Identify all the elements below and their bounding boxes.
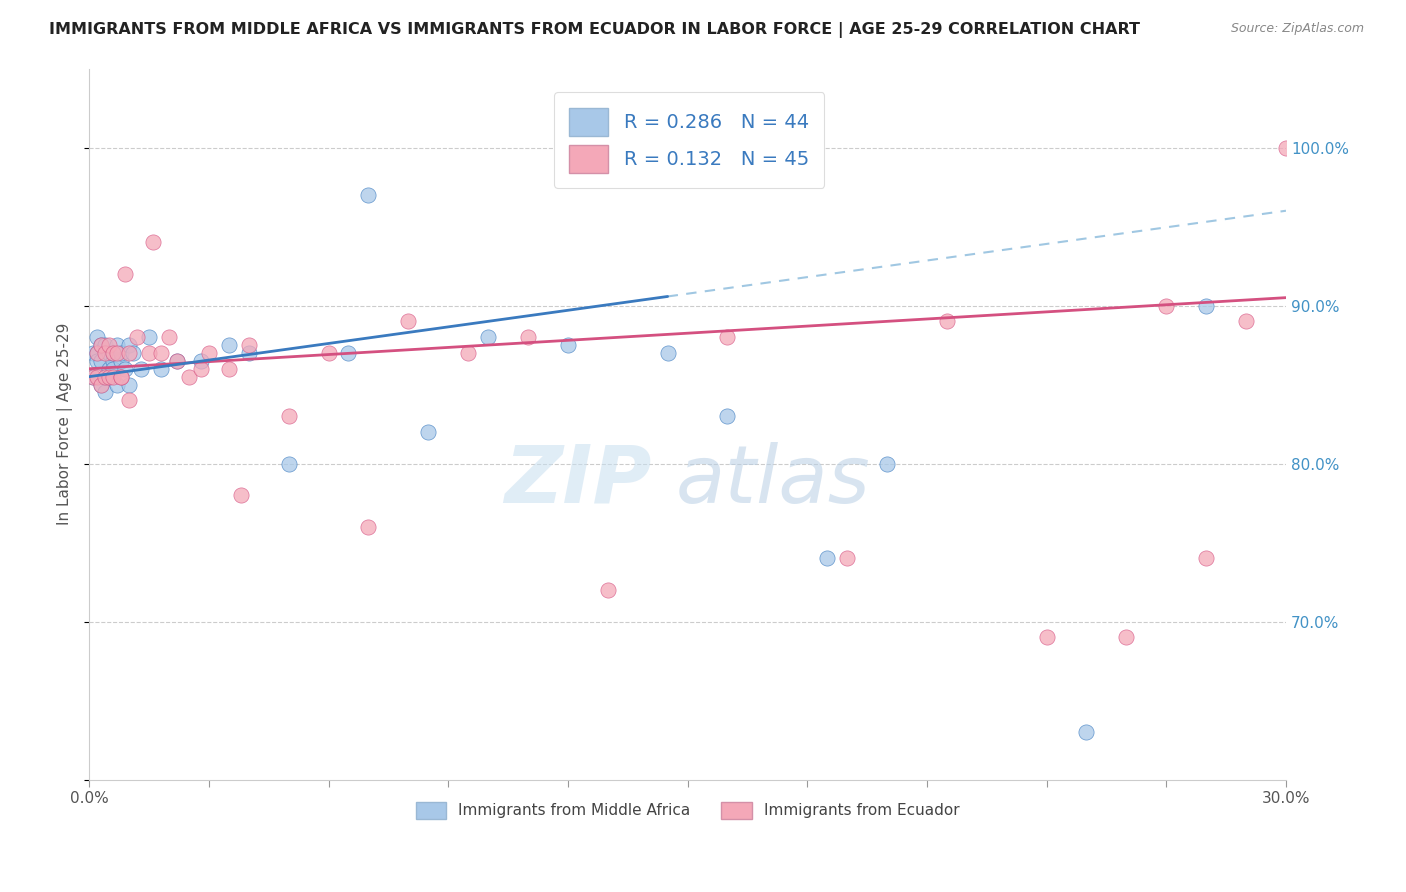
Point: [82, 369, 104, 384]
Point: [166, 354, 188, 368]
Point: [1156, 299, 1178, 313]
Point: [118, 377, 141, 392]
Point: [105, 377, 128, 392]
Point: [98, 346, 121, 360]
Point: [396, 314, 419, 328]
Text: Source: ZipAtlas.com: Source: ZipAtlas.com: [1230, 22, 1364, 36]
Point: [198, 346, 221, 360]
Point: [122, 346, 145, 360]
Point: [105, 338, 128, 352]
Point: [82, 369, 104, 384]
Point: [94, 369, 117, 384]
Text: atlas: atlas: [676, 442, 870, 520]
Point: [596, 582, 619, 597]
Point: [94, 369, 117, 384]
Point: [86, 330, 108, 344]
Point: [218, 338, 240, 352]
Point: [82, 346, 104, 360]
Point: [229, 488, 252, 502]
Point: [357, 188, 380, 202]
Point: [149, 361, 172, 376]
Point: [935, 314, 957, 328]
Point: [98, 369, 121, 384]
Text: IMMIGRANTS FROM MIDDLE AFRICA VS IMMIGRANTS FROM ECUADOR IN LABOR FORCE | AGE 25: IMMIGRANTS FROM MIDDLE AFRICA VS IMMIGRA…: [49, 22, 1140, 38]
Point: [517, 330, 540, 344]
Point: [129, 361, 152, 376]
Legend: Immigrants from Middle Africa, Immigrants from Ecuador: Immigrants from Middle Africa, Immigrant…: [409, 796, 966, 825]
Point: [357, 520, 380, 534]
Point: [318, 346, 340, 360]
Point: [86, 369, 108, 384]
Point: [418, 425, 440, 439]
Point: [90, 377, 112, 392]
Point: [238, 338, 260, 352]
Point: [118, 346, 141, 360]
Point: [1275, 140, 1298, 154]
Point: [190, 354, 212, 368]
Point: [90, 354, 112, 368]
Point: [190, 361, 212, 376]
Point: [337, 346, 360, 360]
Y-axis label: In Labor Force | Age 25-29: In Labor Force | Age 25-29: [58, 323, 73, 525]
Point: [277, 409, 299, 424]
Point: [86, 354, 108, 368]
Point: [94, 385, 117, 400]
Point: [138, 346, 160, 360]
Text: ZIP: ZIP: [505, 442, 651, 520]
Point: [157, 330, 180, 344]
Point: [1115, 631, 1137, 645]
Point: [277, 457, 299, 471]
Point: [90, 338, 112, 352]
Point: [105, 346, 128, 360]
Point: [1195, 299, 1218, 313]
Point: [110, 369, 132, 384]
Point: [118, 393, 141, 408]
Point: [101, 361, 124, 376]
Point: [98, 338, 121, 352]
Point: [101, 369, 124, 384]
Point: [657, 346, 679, 360]
Point: [110, 354, 132, 368]
Point: [149, 346, 172, 360]
Point: [101, 354, 124, 368]
Point: [177, 369, 200, 384]
Point: [101, 346, 124, 360]
Point: [125, 330, 148, 344]
Point: [1234, 314, 1257, 328]
Point: [557, 338, 579, 352]
Point: [118, 338, 141, 352]
Point: [218, 361, 240, 376]
Point: [114, 361, 136, 376]
Point: [110, 369, 132, 384]
Point: [138, 330, 160, 344]
Point: [457, 346, 479, 360]
Point: [166, 354, 188, 368]
Point: [837, 551, 859, 566]
Point: [815, 551, 838, 566]
Point: [94, 346, 117, 360]
Point: [86, 346, 108, 360]
Point: [101, 346, 124, 360]
Point: [1195, 551, 1218, 566]
Point: [477, 330, 499, 344]
Point: [876, 457, 898, 471]
Point: [98, 369, 121, 384]
Point: [98, 361, 121, 376]
Point: [716, 409, 738, 424]
Point: [1035, 631, 1057, 645]
Point: [114, 267, 136, 281]
Point: [86, 346, 108, 360]
Point: [90, 377, 112, 392]
Point: [110, 346, 132, 360]
Point: [142, 235, 165, 250]
Point: [716, 330, 738, 344]
Point: [90, 338, 112, 352]
Point: [238, 346, 260, 360]
Point: [1076, 725, 1098, 739]
Point: [94, 338, 117, 352]
